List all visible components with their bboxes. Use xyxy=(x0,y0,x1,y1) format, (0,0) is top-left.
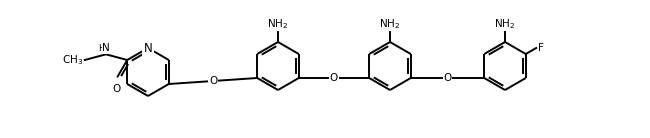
Text: F: F xyxy=(538,43,544,53)
Text: O: O xyxy=(112,84,120,94)
Text: H: H xyxy=(98,44,105,53)
Text: N: N xyxy=(102,43,110,53)
Text: O: O xyxy=(209,76,217,86)
Text: O: O xyxy=(330,73,338,83)
Text: N: N xyxy=(144,42,152,55)
Text: NH$_2$: NH$_2$ xyxy=(495,17,515,31)
Text: NH$_2$: NH$_2$ xyxy=(267,17,289,31)
Text: NH$_2$: NH$_2$ xyxy=(380,17,400,31)
Text: CH$_3$: CH$_3$ xyxy=(62,53,83,67)
Text: O: O xyxy=(443,73,452,83)
